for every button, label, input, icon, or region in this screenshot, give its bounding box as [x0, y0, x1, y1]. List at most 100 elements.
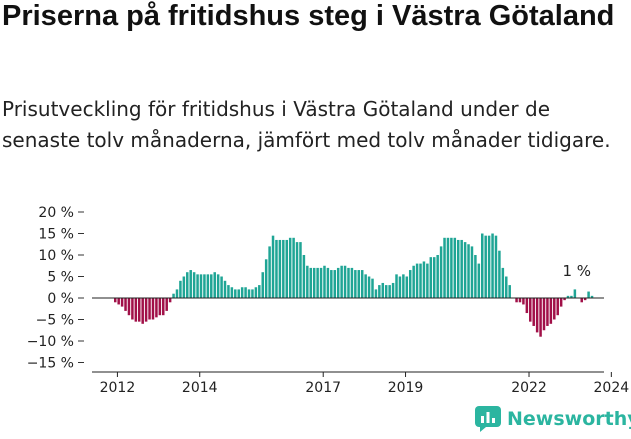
bar	[196, 274, 199, 298]
bar	[326, 267, 330, 298]
bar	[501, 267, 505, 298]
bar	[515, 298, 518, 303]
bar	[223, 280, 227, 298]
bar	[360, 270, 364, 298]
bar	[583, 298, 587, 301]
bar	[402, 274, 405, 298]
bar	[439, 246, 443, 298]
chart-subtitle: Prisutveckling för fritidshus i Västra G…	[2, 97, 611, 152]
bar	[494, 235, 498, 298]
bar	[381, 282, 385, 298]
bar	[333, 270, 337, 298]
bar	[508, 285, 511, 298]
bar	[590, 295, 594, 298]
bar	[227, 285, 230, 298]
bar	[525, 298, 529, 314]
bar	[336, 267, 340, 298]
bar	[271, 235, 275, 298]
bar	[419, 263, 422, 298]
bar	[151, 298, 155, 320]
brand-name: Newsworthy	[507, 408, 631, 430]
bar	[505, 276, 508, 298]
bar	[216, 274, 220, 298]
bar	[172, 293, 175, 298]
bar	[220, 276, 223, 298]
bar	[182, 276, 186, 298]
bar	[316, 267, 319, 298]
bar	[343, 265, 347, 298]
bar	[306, 265, 309, 298]
bar	[484, 235, 487, 298]
bar	[244, 287, 247, 298]
bar	[518, 298, 522, 303]
bar	[292, 237, 295, 298]
bar	[573, 289, 577, 298]
bar	[412, 265, 415, 298]
bar	[155, 298, 158, 318]
bar	[367, 276, 371, 298]
bar	[587, 291, 590, 298]
bar	[457, 239, 460, 298]
bar	[477, 263, 481, 298]
bar	[559, 298, 563, 307]
bar	[268, 246, 271, 298]
bar	[254, 287, 258, 298]
bar	[539, 298, 542, 337]
bar	[258, 285, 261, 298]
bar	[127, 298, 131, 316]
bar	[295, 242, 299, 298]
bar	[384, 285, 388, 298]
bar	[450, 237, 453, 298]
bar	[498, 250, 501, 298]
bar	[463, 242, 467, 298]
y-tick-label: −10 %	[27, 334, 74, 350]
y-tick-label: 5 %	[47, 270, 74, 286]
bar	[312, 267, 316, 298]
bar	[470, 246, 474, 298]
bar	[302, 255, 306, 298]
bar	[124, 298, 127, 311]
bar	[563, 298, 566, 301]
bar	[134, 298, 138, 322]
bar	[131, 298, 134, 320]
bar	[179, 280, 182, 298]
bar	[432, 257, 436, 298]
bar	[299, 242, 302, 298]
y-tick-label: −15 %	[27, 356, 74, 372]
bar	[234, 289, 237, 298]
x-tick-label: 2024	[594, 380, 630, 396]
bar	[165, 298, 168, 311]
x-tick-label: 2019	[388, 380, 424, 396]
bar	[309, 267, 313, 298]
bar	[278, 239, 282, 298]
y-tick-label: 15 %	[38, 227, 74, 243]
bar	[522, 298, 525, 305]
bar	[158, 298, 162, 316]
bar	[529, 298, 532, 322]
bar	[415, 263, 419, 298]
bar	[580, 298, 583, 303]
bar	[199, 274, 203, 298]
bar	[282, 239, 285, 298]
bar	[330, 270, 333, 298]
newsworthy-logo-icon	[475, 406, 501, 432]
bar	[487, 235, 491, 298]
x-tick-label: 2014	[182, 380, 218, 396]
y-tick-label: 0 %	[47, 291, 74, 307]
bar	[364, 274, 367, 298]
bar	[357, 270, 361, 298]
bar	[443, 237, 446, 298]
y-tick-label: 20 %	[38, 205, 74, 221]
bar	[275, 239, 278, 298]
bar	[398, 276, 402, 298]
y-axis: 20 % 15 % 10 % 5 % 0 % −5 % −10 % −15 %	[27, 205, 84, 372]
bar	[203, 274, 206, 298]
bar	[120, 298, 124, 307]
bar	[148, 298, 151, 320]
chart-title: Priserna på fritidshus steg i Västra Göt…	[2, 0, 615, 32]
bar	[141, 298, 144, 324]
bar	[388, 285, 391, 298]
bar	[230, 287, 234, 298]
newsworthy-brand: Newsworthy	[475, 406, 631, 432]
